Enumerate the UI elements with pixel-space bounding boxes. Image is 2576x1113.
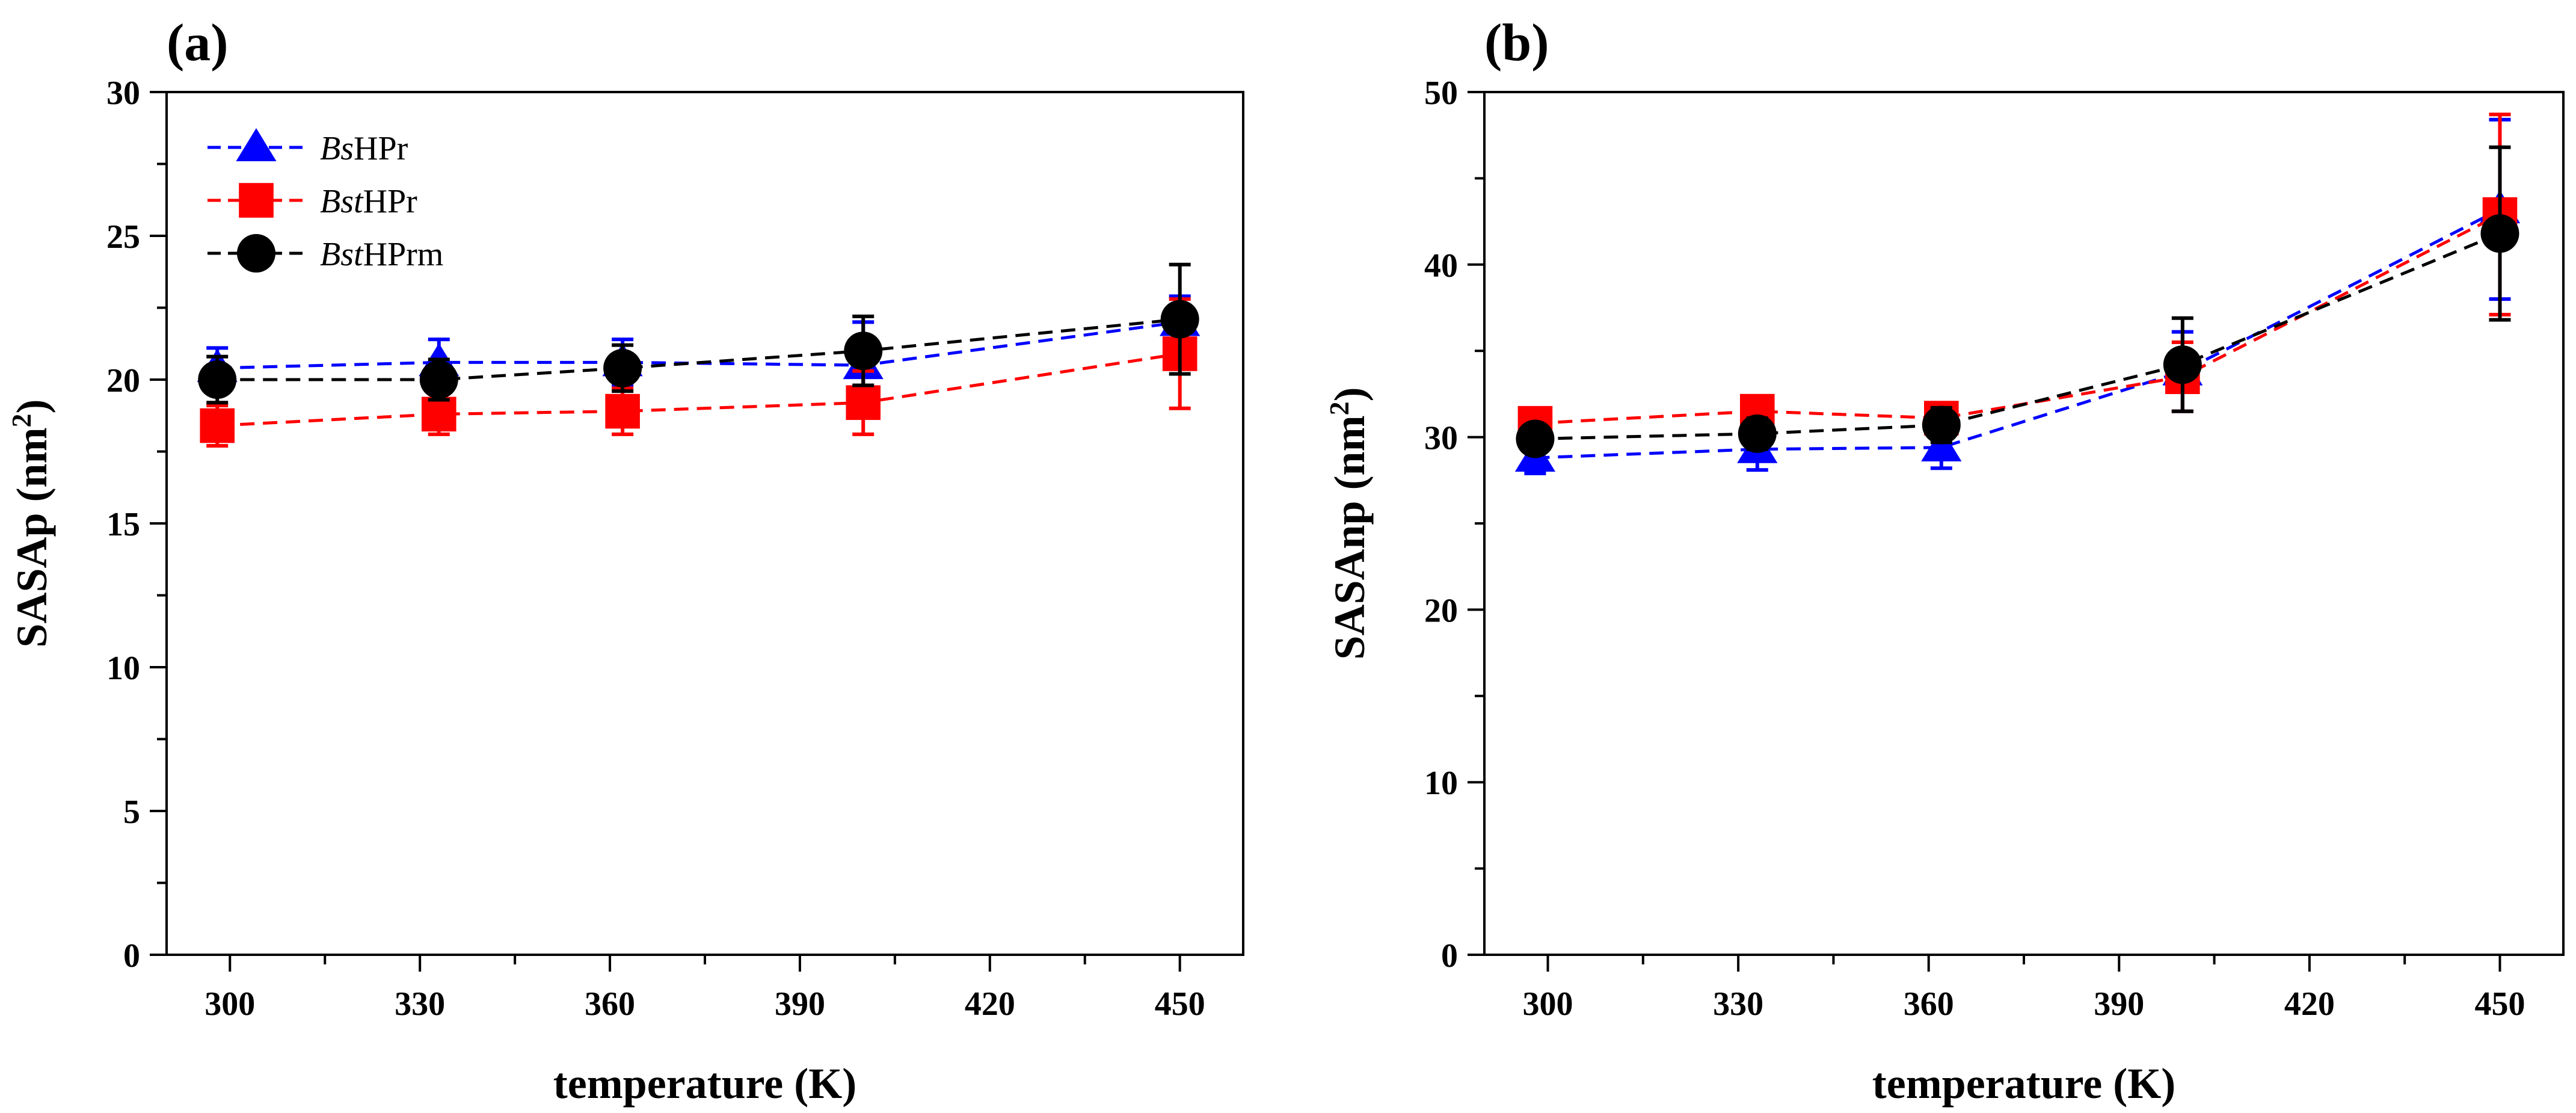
series-line	[217, 318, 1180, 381]
legend-label: BstHPrm	[320, 236, 443, 273]
panel-label: (b)	[1484, 14, 1549, 72]
data-point	[2163, 345, 2202, 384]
x-tick-label: 420	[2284, 985, 2335, 1023]
data-point	[846, 385, 881, 421]
legend: BsHPr BstHPr BstHPrm	[207, 128, 443, 273]
y-tick-label: 0	[1441, 937, 1458, 975]
y-tick-label: 40	[1424, 247, 1458, 285]
x-axis-title: temperature (K)	[553, 1059, 856, 1108]
series-line	[1535, 213, 2501, 425]
panel-a: (a) 300 330 360 390 420 450 0 5 10 15 20 25 30 tempera…	[6, 14, 1244, 1108]
x-tick-label: 360	[585, 985, 635, 1023]
x-tick-label: 300	[1523, 985, 1573, 1023]
y-axis-title: SASAp (nm2)	[6, 399, 56, 647]
legend-item-BstHPr: BstHPr	[207, 183, 417, 220]
legend-label: BstHPr	[320, 183, 417, 220]
y-tick-label: 5	[123, 794, 140, 831]
data-point	[844, 331, 883, 371]
x-tick-label: 390	[2094, 985, 2144, 1023]
plot-frame	[1483, 91, 2565, 956]
series-line	[1535, 208, 2501, 460]
data-point	[1921, 428, 1962, 461]
y-tick-label: 0	[123, 937, 140, 975]
y-tick-label: 50	[1424, 75, 1458, 112]
series-BstHPr	[1517, 113, 2518, 441]
data-point	[419, 360, 458, 399]
x-axis-title: temperature (K)	[1872, 1059, 2175, 1108]
x-tick-label: 360	[1904, 985, 1954, 1023]
y-tick-label: 30	[1424, 420, 1458, 457]
data-point	[200, 408, 235, 443]
x-tick-label: 330	[395, 985, 445, 1023]
data-point	[198, 360, 237, 399]
plot-frame	[165, 91, 1244, 956]
data-point	[605, 393, 640, 429]
x-tick-label: 450	[2474, 985, 2525, 1023]
y-tick-label: 15	[106, 506, 140, 543]
legend-marker	[239, 183, 274, 218]
x-tick-label: 450	[1155, 985, 1205, 1023]
data-point	[1516, 419, 1555, 458]
y-tick-label: 10	[106, 650, 140, 687]
series-line	[217, 352, 1181, 427]
data-point	[1160, 300, 1199, 339]
y-tick-label: 30	[106, 75, 140, 112]
y-tick-label: 20	[106, 362, 140, 399]
series-BsHPr	[197, 294, 1200, 410]
series-BstHPr	[200, 297, 1197, 448]
series-line	[217, 320, 1181, 370]
series-line	[1535, 232, 2501, 440]
y-axis-title: SASAnp (nm2)	[1324, 387, 1374, 659]
data-point	[2480, 214, 2519, 253]
data-point	[1922, 405, 1961, 445]
y-tick-label: 10	[1424, 765, 1458, 802]
x-tick-label: 330	[1713, 985, 1763, 1023]
x-tick-label: 390	[775, 985, 825, 1023]
data-point	[603, 348, 642, 387]
legend-item-BsHPr: BsHPr	[207, 128, 408, 167]
panel-label: (a)	[167, 14, 229, 72]
legend-marker	[236, 128, 277, 162]
x-tick-label: 420	[965, 985, 1015, 1023]
x-tick-label: 300	[204, 985, 255, 1023]
data-point	[421, 396, 456, 432]
series-BstHPrm	[198, 262, 1199, 405]
series-BsHPr	[1514, 117, 2521, 475]
y-tick-label: 25	[106, 218, 140, 256]
legend-item-BstHPrm: BstHPrm	[207, 234, 443, 273]
legend-marker	[237, 234, 275, 273]
legend-label: BsHPr	[320, 130, 408, 167]
panel-b: (b) 300 330 360 390 420 450 0 10 20 30 40 50 temperat…	[1324, 14, 2565, 1108]
series-BstHPrm	[1516, 145, 2519, 458]
data-point	[1738, 414, 1777, 453]
y-tick-label: 20	[1424, 592, 1458, 629]
